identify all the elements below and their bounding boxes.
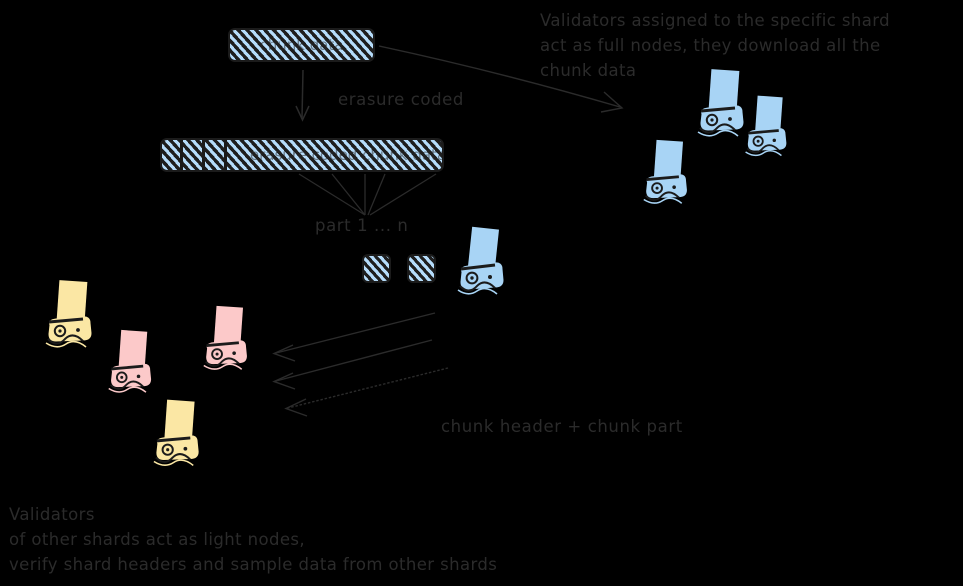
full-node-arrow	[378, 45, 624, 113]
validator-light-2[interactable]	[105, 328, 159, 395]
validator-shard-full-4[interactable]	[640, 138, 695, 206]
chunk-transfer-arrows	[272, 312, 449, 417]
validator-figure	[108, 329, 152, 393]
validator-figure	[153, 399, 199, 467]
hatch-fill	[364, 256, 389, 281]
part-fanout-lines	[298, 173, 437, 216]
validator-figure	[697, 69, 744, 137]
chunk-data-block[interactable]: chunk data	[228, 28, 375, 62]
bottom-left-note: Validators of other shards act as light …	[9, 505, 498, 574]
chunk-part-2[interactable]	[407, 254, 436, 283]
validator-figure	[203, 305, 247, 370]
validator-shard-full-3[interactable]	[742, 94, 794, 158]
encoded-chunk-block[interactable]: erasure coded chunk data	[160, 138, 444, 172]
validator-shard-full-2[interactable]	[694, 68, 752, 140]
segment-divider	[202, 140, 205, 170]
erasure-coded-label: erasure coded	[338, 90, 464, 109]
validator-light-3[interactable]	[200, 304, 255, 372]
hatch-fill	[162, 140, 442, 170]
erasure-coded-arrow	[295, 69, 310, 122]
validator-figure	[643, 139, 687, 204]
validator-figure	[457, 226, 504, 295]
encoded-chunk-block-label: erasure coded chunk data	[249, 146, 444, 164]
chunk-transfer-label: chunk header + chunk part	[441, 417, 683, 436]
validator-light-1[interactable]	[42, 279, 100, 351]
validator-figure	[45, 280, 92, 348]
validator-figure	[745, 95, 787, 157]
validator-light-4[interactable]	[150, 398, 207, 468]
chunk-data-block-label: chunk data	[259, 36, 344, 54]
top-right-note: Validators assigned to the specific shar…	[540, 11, 891, 80]
part-range-label: part 1 ... n	[315, 216, 409, 235]
hatch-fill	[409, 256, 434, 281]
segment-divider	[224, 140, 227, 170]
chunk-part-1[interactable]	[362, 254, 391, 283]
validator-shard-full-1[interactable]	[453, 226, 511, 296]
segment-divider	[180, 140, 183, 170]
hatch-fill	[230, 30, 373, 60]
